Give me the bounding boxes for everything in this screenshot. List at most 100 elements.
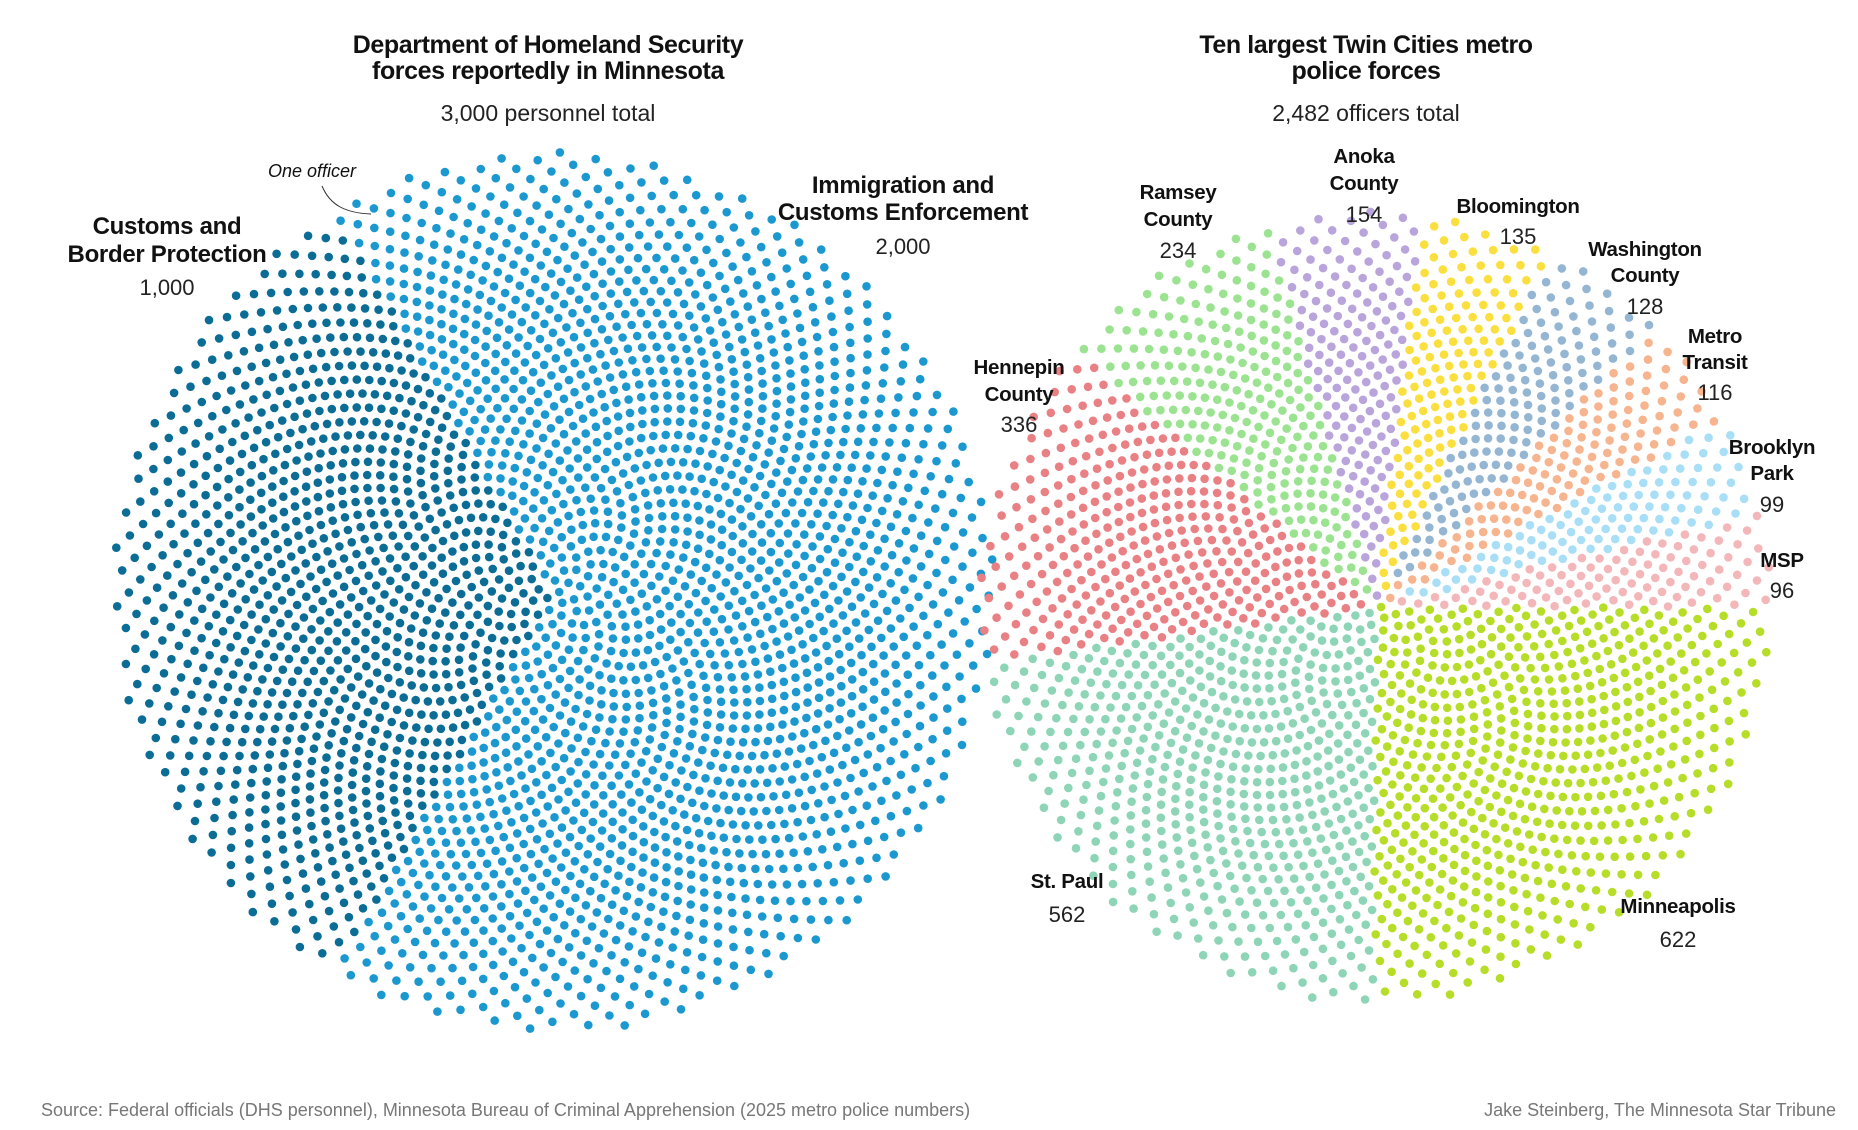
dot-immigration-and-customs-enforcement [543,344,553,353]
dot-minneapolis [1471,887,1481,897]
dot-customs-and-border-protection [333,571,343,580]
dot-immigration-and-customs-enforcement [758,404,767,413]
dot-ramsey-county [1106,362,1115,372]
dot-st-paul [1199,727,1208,736]
dot-customs-and-border-protection [226,878,236,888]
dot-customs-and-border-protection [524,631,533,641]
dot-immigration-and-customs-enforcement [825,296,834,306]
dot-customs-and-border-protection [269,466,278,475]
dot-immigration-and-customs-enforcement [856,424,866,433]
dot-customs-and-border-protection [364,496,373,506]
dot-immigration-and-customs-enforcement [720,649,730,658]
dot-customs-and-border-protection [232,562,241,572]
dot-ramsey-county [1280,479,1289,488]
dot-customs-and-border-protection [291,772,301,781]
dot-customs-and-border-protection [235,400,245,409]
dot-st-paul [1161,868,1170,878]
dot-customs-and-border-protection [383,841,393,850]
dot-st-paul [1214,821,1223,831]
dot-minneapolis [1633,834,1642,844]
dot-immigration-and-customs-enforcement [878,724,888,734]
dot-ramsey-county [1221,323,1231,333]
dot-immigration-and-customs-enforcement [586,886,595,896]
dot-customs-and-border-protection [291,622,300,631]
dot-customs-and-border-protection [385,612,395,621]
dot-hennepin-county [1204,605,1213,614]
dot-minneapolis [1402,761,1412,770]
dot-customs-and-border-protection [307,625,316,634]
dot-customs-and-border-protection [374,305,383,315]
dot-hennepin-county [1349,589,1359,599]
dot-immigration-and-customs-enforcement [683,527,692,536]
dot-immigration-and-customs-enforcement [681,499,690,509]
dot-anoka-county [1378,355,1387,364]
dot-immigration-and-customs-enforcement [520,358,530,367]
dot-minneapolis [1449,860,1459,870]
dot-customs-and-border-protection [511,537,521,546]
dot-immigration-and-customs-enforcement [752,281,762,290]
dot-customs-and-border-protection [414,522,424,531]
dot-immigration-and-customs-enforcement [761,849,771,859]
dot-customs-and-border-protection [315,406,324,416]
dot-minneapolis [1504,682,1514,692]
dot-minneapolis [1483,893,1493,902]
dot-minneapolis [1428,794,1438,803]
dot-hennepin-county [1169,580,1178,590]
dot-immigration-and-customs-enforcement [869,599,879,609]
dot-st-paul [1360,729,1370,738]
dot-immigration-and-customs-enforcement [794,441,804,451]
dot-st-paul [1265,684,1274,693]
dot-ramsey-county [1301,528,1311,538]
dot-immigration-and-customs-enforcement [572,565,581,575]
dot-immigration-and-customs-enforcement [714,192,724,201]
dot-immigration-and-customs-enforcement [698,745,707,755]
dot-minneapolis [1703,805,1713,814]
dot-immigration-and-customs-enforcement [731,792,741,802]
dot-immigration-and-customs-enforcement [789,848,798,857]
dot-customs-and-border-protection [252,425,262,435]
dot-customs-and-border-protection [334,798,343,808]
dot-minneapolis [1623,712,1633,722]
dot-st-paul [1295,702,1305,712]
dot-immigration-and-customs-enforcement [441,366,450,376]
dot-immigration-and-customs-enforcement [744,211,754,220]
dot-minneapolis [1397,893,1407,902]
dot-immigration-and-customs-enforcement [649,161,658,170]
dot-customs-and-border-protection [448,695,457,705]
dot-immigration-and-customs-enforcement [534,623,544,632]
dot-minneapolis [1581,851,1590,861]
dot-st-paul [1096,691,1105,700]
dot-minneapolis [1528,845,1537,854]
dot-immigration-and-customs-enforcement [596,893,606,903]
dot-immigration-and-customs-enforcement [894,567,903,577]
dot-st-paul [1289,963,1298,973]
dot-immigration-and-customs-enforcement [353,219,363,229]
dot-minneapolis [1438,803,1447,812]
dot-hennepin-county [1161,502,1171,512]
dot-minneapolis [1386,800,1395,810]
dot-immigration-and-customs-enforcement [377,946,386,955]
dot-immigration-and-customs-enforcement [459,329,469,339]
dot-minneapolis [1417,855,1427,864]
dot-hennepin-county [1022,608,1031,617]
dot-immigration-and-customs-enforcement [859,567,868,577]
dot-st-paul [1295,813,1304,822]
dot-st-paul [1126,825,1135,834]
dot-st-paul [1324,761,1333,771]
dot-immigration-and-customs-enforcement [863,350,872,359]
dot-immigration-and-customs-enforcement [794,788,804,797]
dot-immigration-and-customs-enforcement [825,604,834,614]
dot-ramsey-county [1313,452,1323,462]
dot-minneapolis [1404,723,1413,732]
dot-customs-and-border-protection [390,758,400,768]
dot-st-paul [1145,877,1154,886]
dot-minneapolis [1530,620,1539,629]
dot-minneapolis [1477,639,1487,649]
dot-immigration-and-customs-enforcement [622,702,631,712]
dot-customs-and-border-protection [235,485,244,494]
dot-immigration-and-customs-enforcement [627,798,636,807]
dot-minneapolis [1677,649,1686,658]
dot-customs-and-border-protection [288,383,298,392]
dot-minneapolis [1518,857,1528,867]
dot-st-paul [1364,881,1374,891]
